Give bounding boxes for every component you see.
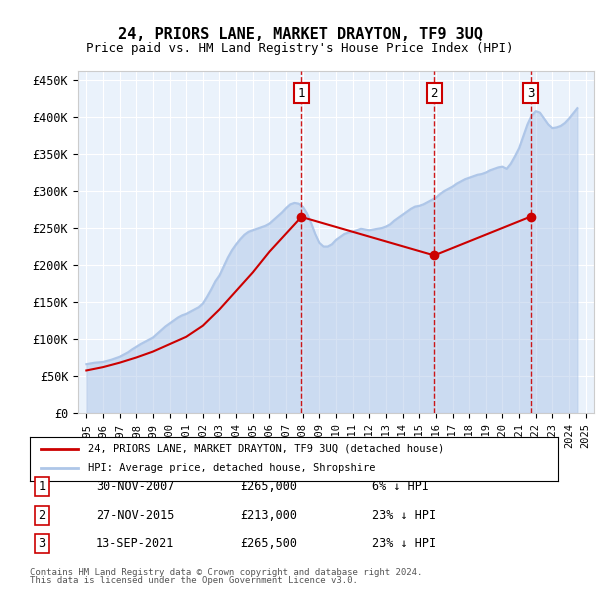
Text: 3: 3 [38,537,46,550]
Text: Price paid vs. HM Land Registry's House Price Index (HPI): Price paid vs. HM Land Registry's House … [86,42,514,55]
Text: 3: 3 [527,87,535,100]
Text: 30-NOV-2007: 30-NOV-2007 [96,480,175,493]
Text: 27-NOV-2015: 27-NOV-2015 [96,509,175,522]
Text: 6% ↓ HPI: 6% ↓ HPI [372,480,429,493]
Text: Contains HM Land Registry data © Crown copyright and database right 2024.: Contains HM Land Registry data © Crown c… [30,568,422,577]
Text: 23% ↓ HPI: 23% ↓ HPI [372,537,436,550]
Text: 1: 1 [298,87,305,100]
Text: 13-SEP-2021: 13-SEP-2021 [96,537,175,550]
Text: This data is licensed under the Open Government Licence v3.0.: This data is licensed under the Open Gov… [30,576,358,585]
Text: 24, PRIORS LANE, MARKET DRAYTON, TF9 3UQ (detached house): 24, PRIORS LANE, MARKET DRAYTON, TF9 3UQ… [88,444,445,454]
Text: 2: 2 [38,509,46,522]
Text: £265,500: £265,500 [240,537,297,550]
Text: £213,000: £213,000 [240,509,297,522]
Text: 1: 1 [38,480,46,493]
Text: 2: 2 [430,87,438,100]
Text: 24, PRIORS LANE, MARKET DRAYTON, TF9 3UQ: 24, PRIORS LANE, MARKET DRAYTON, TF9 3UQ [118,27,482,41]
Text: HPI: Average price, detached house, Shropshire: HPI: Average price, detached house, Shro… [88,464,376,473]
Text: 23% ↓ HPI: 23% ↓ HPI [372,509,436,522]
Text: £265,000: £265,000 [240,480,297,493]
